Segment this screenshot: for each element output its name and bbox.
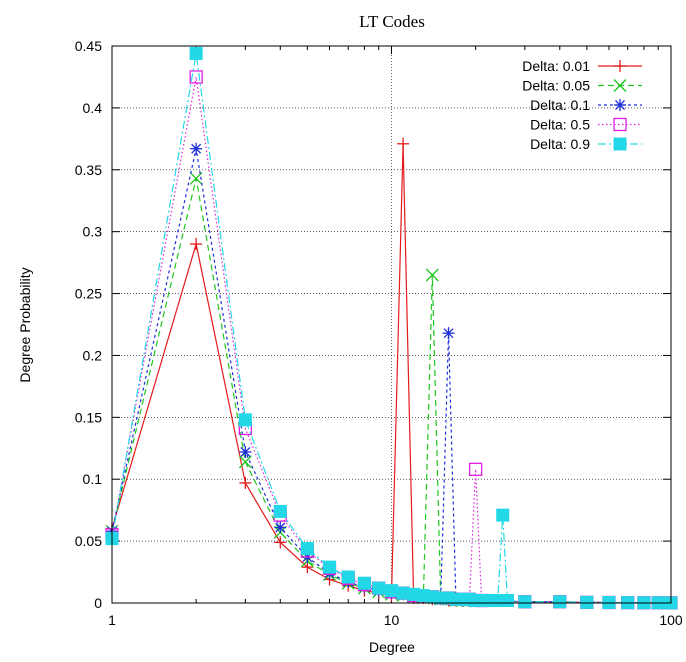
data-point — [442, 327, 455, 340]
data-point — [274, 536, 287, 549]
legend-label: Delta: 0.1 — [530, 97, 590, 113]
legend-swatch-marker — [614, 99, 626, 111]
data-point — [273, 504, 287, 518]
series-line — [111, 178, 672, 604]
legend-item: Delta: 0.1 — [530, 97, 642, 113]
x-tick-label: 100 — [659, 612, 683, 628]
data-point — [322, 560, 336, 574]
chart-title: LT Codes — [359, 12, 425, 31]
legend-label: Delta: 0.5 — [530, 117, 590, 133]
data-point — [372, 581, 386, 595]
series-line — [111, 148, 672, 604]
data-point — [580, 595, 594, 609]
legend-item: Delta: 0.01 — [522, 58, 642, 74]
legend: Delta: 0.01 Delta: 0.05 Delta: 0.1 Delta: 0… — [522, 58, 642, 152]
y-axis-label: Degree Probability — [17, 267, 33, 382]
data-point — [341, 570, 355, 584]
series-2 — [105, 171, 678, 610]
y-tick-label: 0.2 — [83, 347, 103, 363]
grid — [112, 46, 671, 603]
y-tick-label: 0.45 — [75, 38, 102, 54]
data-point — [357, 576, 371, 590]
data-point — [397, 137, 410, 150]
data-point — [189, 46, 203, 60]
data-point — [190, 142, 203, 155]
data-point — [385, 584, 398, 598]
legend-swatch-marker — [613, 117, 627, 132]
data-point — [189, 70, 203, 84]
y-tick-label: 0 — [94, 595, 102, 611]
legend-swatch-marker — [613, 79, 627, 92]
legend-item: Delta: 0.05 — [522, 78, 642, 94]
data-point — [425, 268, 439, 282]
data-point — [238, 413, 252, 427]
x-axis-label: Degree — [369, 639, 415, 655]
legend-item: Delta: 0.5 — [530, 117, 642, 133]
data-point — [274, 521, 287, 534]
legend-label: Delta: 0.9 — [530, 136, 590, 152]
data-point — [468, 462, 483, 476]
legend-label: Delta: 0.01 — [522, 58, 590, 74]
x-tick-label: 10 — [384, 612, 400, 628]
data-point — [300, 542, 314, 556]
y-tick-label: 0.25 — [75, 286, 102, 302]
data-point — [239, 476, 252, 489]
x-tick-label: 1 — [108, 612, 116, 628]
y-tick-label: 0.15 — [75, 409, 102, 425]
data-point — [190, 238, 203, 251]
y-tick-label: 0.4 — [83, 100, 103, 116]
legend-label: Delta: 0.05 — [522, 78, 590, 94]
y-tick-label: 0.1 — [83, 471, 103, 487]
y-tick-label: 0.35 — [75, 162, 102, 178]
legend-item: Delta: 0.9 — [530, 136, 642, 152]
axis-ticks: 0 0.05 0.1 0.15 0.2 0.25 0.3 0.35 0.4 0.45 1 10 100 — [75, 38, 683, 628]
data-point — [239, 445, 252, 458]
data-point — [496, 508, 510, 522]
plot-frame — [111, 45, 672, 604]
data-point — [500, 594, 514, 608]
data-point — [553, 595, 567, 609]
y-tick-label: 0.05 — [75, 533, 102, 549]
data-point — [238, 455, 252, 469]
data-point — [189, 171, 203, 185]
legend-swatch-marker — [613, 137, 627, 151]
y-tick-label: 0.3 — [83, 224, 103, 240]
legend-swatch-marker — [614, 60, 626, 72]
data-point — [518, 595, 532, 609]
